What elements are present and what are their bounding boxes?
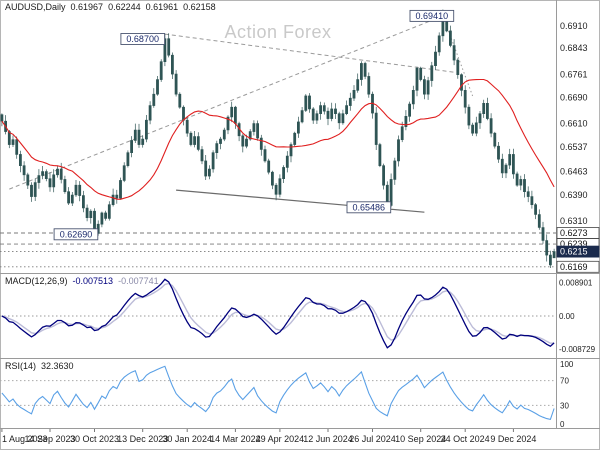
price-axis-label: 0.6843 (560, 43, 588, 53)
level-axis-label: 0.6215 (560, 247, 588, 257)
price-axis-label: 0.6610 (560, 119, 588, 129)
rsi-chart-canvas[interactable]: 100 70 30 0 (0, 359, 600, 428)
macd-axis-label: 0.00 (559, 312, 575, 321)
macd-axis-label: -0.008729 (559, 345, 596, 354)
date-label: 9 Dec 2024 (490, 434, 536, 444)
date-label: 10 Sep 2024 (395, 434, 446, 444)
level-axis-label: 0.6239 (560, 239, 588, 249)
price-annotation[interactable]: 0.68700 (120, 33, 166, 45)
trendline-1[interactable] (164, 33, 455, 73)
price-axis-label: 0.6463 (560, 166, 588, 176)
price-axis-label: 0.6390 (560, 190, 588, 200)
price-annotation[interactable]: 0.69410 (409, 9, 455, 22)
price-axis-label: 0.6910 (560, 21, 588, 31)
date-label: 14 Mar 2024 (210, 434, 261, 444)
macd-signal-line (1, 282, 555, 344)
rsi-pane: 100 70 30 0 RSI(14) 32.3630 (0, 358, 600, 428)
rsi-axis-label: 30 (560, 401, 569, 410)
ohlc-header: AUDUSD,Daily 0.61967 0.62244 0.61961 0.62158 (5, 2, 221, 12)
rsi-header: RSI(14) 32.3630 (5, 361, 79, 371)
price-axis-label: 0.6310 (560, 216, 588, 226)
price-chart-canvas[interactable]: 0.6910 0.6843 0.6761 0.6690 0.6610 0.6537 0.64… (0, 0, 600, 273)
price-axis-label: 0.6537 (560, 142, 588, 152)
price-annotation-label: 0.69410 (416, 11, 449, 21)
rsi-indicator-label: RSI(14) (5, 361, 37, 371)
date-label: 24 Oct 2024 (441, 434, 490, 444)
current-price-axis-box: 0.6215 (556, 245, 600, 258)
low-value: 0.61961 (145, 2, 179, 12)
date-label: 29 Apr 2024 (256, 434, 305, 444)
date-label: 14 Sep 2023 (25, 434, 76, 444)
price-axis-label: 0.6690 (560, 93, 588, 103)
macd-header: MACD(12,26,9) -0.007513 -0.007741 (5, 276, 164, 286)
date-label: 12 Jun 2024 (303, 434, 353, 444)
symbol-timeframe-label: AUDUSD,Daily (5, 2, 66, 12)
level-axis-box: 0.6273 (556, 227, 600, 239)
rsi-axis-label: 70 (560, 377, 569, 386)
macd-chart-canvas[interactable]: 0.008901 0.00 -0.008729 (0, 274, 600, 358)
rsi-axis-label: 100 (560, 360, 574, 369)
date-label: 30 Oct 2023 (70, 434, 119, 444)
moving-average-line (1, 78, 555, 200)
date-label: 26 Jul 2024 (349, 434, 396, 444)
price-annotation[interactable]: 0.62690 (53, 228, 99, 241)
open-value: 0.61967 (70, 2, 104, 12)
rsi-value: 32.3630 (41, 361, 74, 371)
price-axis-label: 0.6761 (560, 69, 588, 79)
price-annotation-label: 0.62690 (60, 230, 93, 240)
price-annotation-label: 0.65486 (353, 203, 386, 213)
date-label: 30 Jan 2024 (162, 434, 212, 444)
macd-axis-label: 0.008901 (559, 278, 593, 287)
macd-signal-value: -0.007741 (118, 276, 159, 286)
level-axis-label: 0.6169 (560, 262, 588, 272)
price-annotation-label: 0.68700 (126, 34, 159, 44)
watermark: Action Forex (224, 22, 332, 42)
macd-main-line (1, 278, 555, 349)
date-label: 1 Aug 2023 (2, 434, 48, 444)
macd-pane: 0.008901 0.00 -0.008729 MACD(12,26,9) -0.00… (0, 273, 600, 358)
date-axis[interactable]: 1 Aug 2023 14 Sep 2023 30 Oct 2023 13 Dec 2… (0, 428, 600, 450)
date-label: 13 Dec 2023 (117, 434, 168, 444)
level-axis-label: 0.6273 (560, 228, 588, 238)
macd-indicator-label: MACD(12,26,9) (5, 276, 68, 286)
trendline-0[interactable] (9, 15, 444, 190)
level-axis-box: 0.6169 (556, 260, 600, 273)
price-annotation[interactable]: 0.65486 (346, 201, 392, 214)
rsi-line (1, 365, 555, 421)
rsi-axis-label: 0 (560, 420, 565, 428)
close-value: 0.62158 (183, 2, 216, 12)
macd-main-value: -0.007513 (72, 276, 114, 286)
high-value: 0.62244 (108, 2, 141, 12)
candle-bodies (0, 15, 556, 266)
price-pane: Action Forex 0.6910 0.6843 0.6761 0.6690 0.6… (0, 0, 600, 273)
